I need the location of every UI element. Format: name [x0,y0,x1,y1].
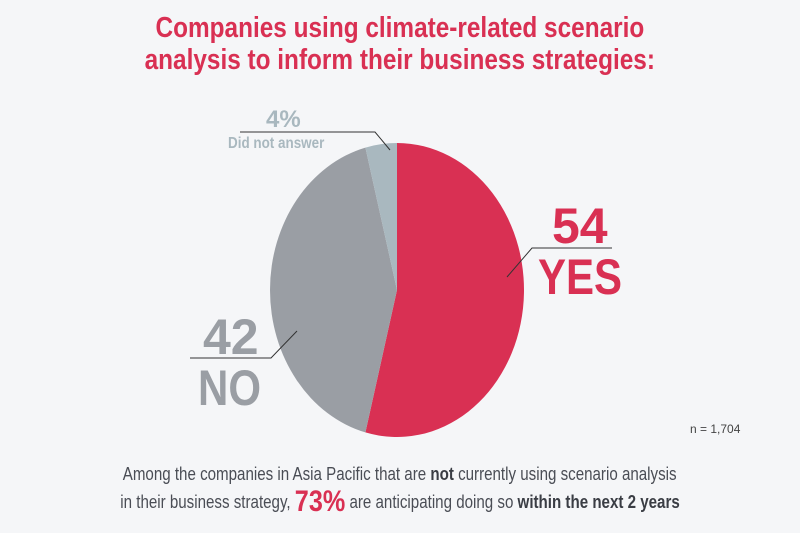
did-not-answer-value-label: 4% [266,106,301,133]
pie-slice-did-not-answer [365,143,397,290]
footer-line2-a: in their business strategy, [120,492,295,512]
footer-text: Among the companies in Asia Pacific that… [0,460,800,518]
footer-line1-bold: not [430,464,455,484]
no-label: NO [198,360,261,416]
sample-size-note: n = 1,704 [690,422,741,436]
footer-line2-bold: within the next 2 years [517,492,680,512]
title-line-2: analysis to inform their business strate… [144,44,656,76]
did-not-answer-label: Did not answer [228,135,325,152]
leader-line-did-not-answer [240,131,391,151]
pie-slice-no [270,147,397,433]
chart-title: Companies using climate-related scenario… [0,12,800,76]
yes-value-label: 54 [552,198,608,254]
pie-slice-yes [365,143,524,437]
leader-line-no [190,330,298,359]
title-line-1: Companies using climate-related scenario [155,12,645,44]
footer-line1-b: currently using scenario analysis [454,464,677,484]
footer-line1-a: Among the companies in Asia Pacific that… [123,464,431,484]
yes-label: YES [538,249,623,305]
leader-line-yes [506,247,612,278]
footer-line2-b: are anticipating doing so [345,492,518,512]
footer-highlight-percent: 73% [294,485,346,518]
no-value-label: 42 [203,309,259,365]
